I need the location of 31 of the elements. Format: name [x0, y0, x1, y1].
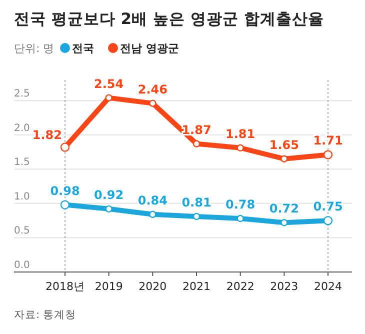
- x-tick-label: 2019: [94, 280, 123, 293]
- y-tick-label: 2.5: [14, 88, 30, 100]
- data-label: 0.75: [313, 200, 343, 214]
- y-tick-label: 1.0: [14, 191, 30, 202]
- y-tick-label: 0.0: [14, 260, 30, 271]
- data-label: 1.65: [269, 138, 299, 152]
- data-label: 1.82: [32, 128, 62, 142]
- text: 자료: 통계청: [14, 309, 76, 321]
- data-label: 0.72: [269, 202, 299, 216]
- x-tick-label: 2022: [226, 280, 254, 293]
- data-label: 1.81: [226, 126, 256, 141]
- data-label: 0.84: [138, 193, 168, 208]
- chart-title: 전국 평균보다 2배 높은 영광군 합계출산율: [14, 10, 324, 28]
- legend-label: 전국: [72, 42, 94, 55]
- data-label: 0.81: [182, 195, 212, 210]
- data-label: 2.46: [138, 82, 168, 96]
- y-tick-label: 2.0: [14, 122, 30, 134]
- x-tick-label: 2021: [182, 280, 210, 293]
- data-label: 0.78: [226, 198, 256, 212]
- chart-subtitle: 단위: 명: [14, 42, 54, 55]
- y-tick-label: 0.5: [14, 226, 30, 237]
- data-label: 2.54: [94, 76, 124, 91]
- x-tick-label: 2024: [314, 280, 342, 293]
- x-tick-label: 2018년: [46, 280, 84, 293]
- data-label: 1.71: [313, 134, 343, 148]
- legend-label: 전남 영광군: [120, 42, 179, 55]
- y-tick-label: 1.5: [14, 157, 30, 168]
- x-tick-label: 2023: [270, 280, 298, 293]
- data-label: 0.98: [50, 184, 80, 198]
- x-tick-label: 2020: [138, 280, 167, 293]
- data-label: 0.92: [94, 188, 124, 202]
